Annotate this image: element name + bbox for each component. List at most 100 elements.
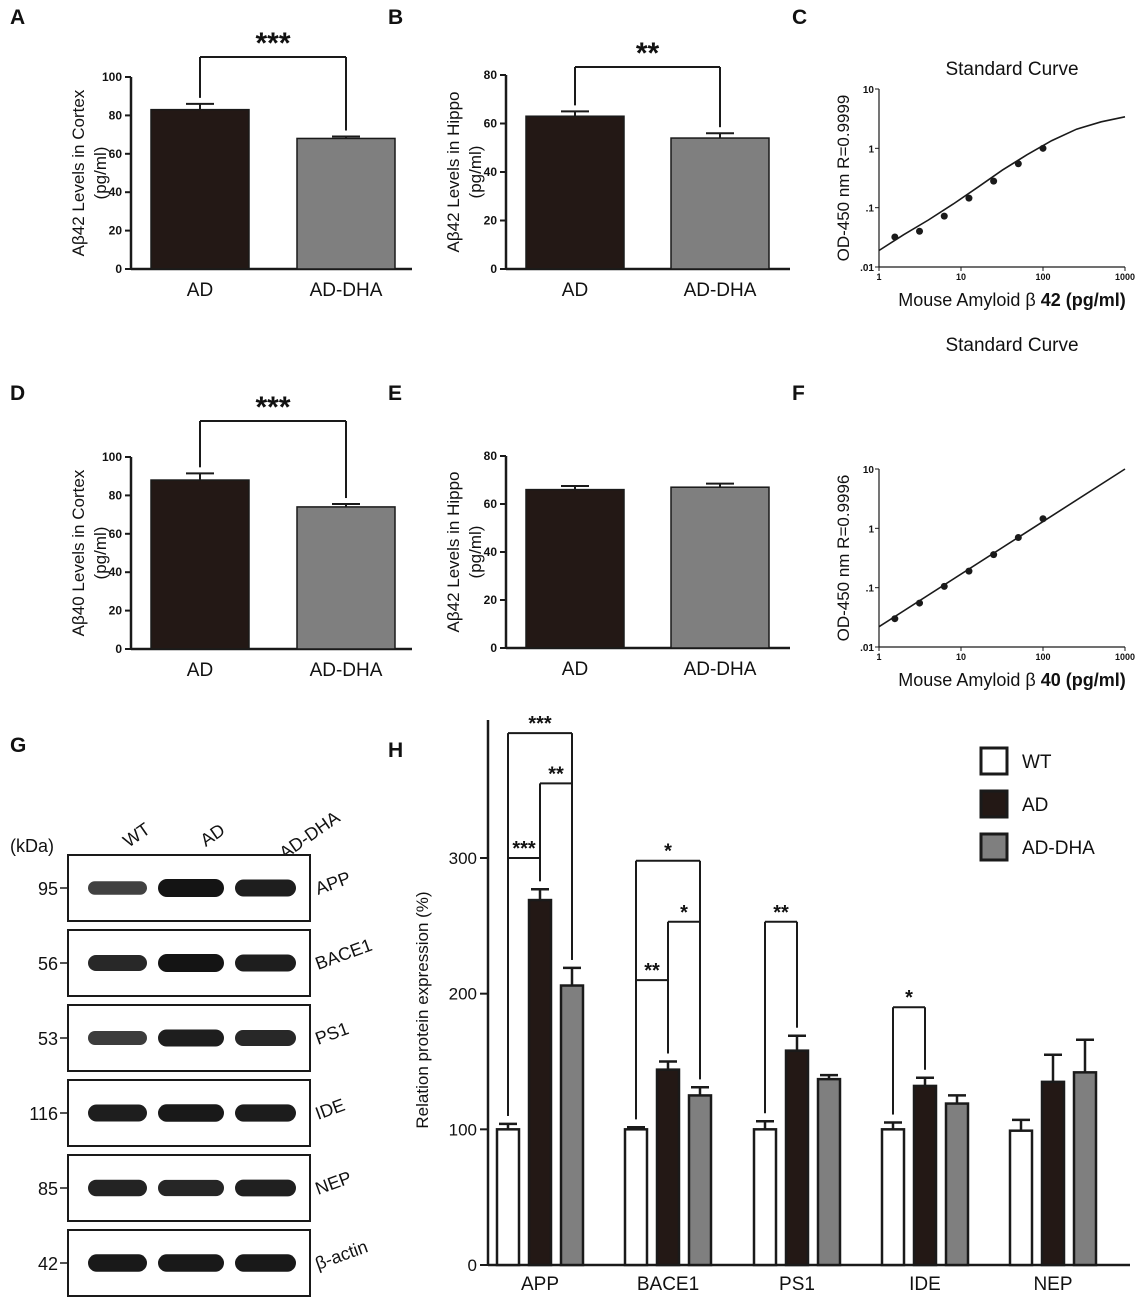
y-tick-label: 10 <box>863 465 875 476</box>
y-axis-label: Relation protein expression (%) <box>413 891 432 1128</box>
y-axis-label: OD-450 nm R=0.9996 <box>834 475 853 642</box>
bar-ad-dha-bace1 <box>687 1094 713 1267</box>
significance-label: ** <box>644 960 660 982</box>
significance-label: ** <box>773 902 789 924</box>
kda-value: 116 <box>29 1104 58 1124</box>
data-point <box>990 177 998 185</box>
blot-band <box>88 1031 147 1045</box>
bar-wt-app <box>495 1128 521 1267</box>
y-tick-label: 40 <box>484 165 498 179</box>
legend-label: AD <box>1022 795 1048 816</box>
legend-label: AD-DHA <box>1022 838 1095 859</box>
panel-h-chart: 0 100 200 300 Relation protein expression (%… <box>413 713 1130 1295</box>
y-tick-label: 0 <box>115 642 122 656</box>
panel-letter-a: A <box>10 6 25 29</box>
y-tick-label: 10 <box>863 85 875 96</box>
y-tick-label: 100 <box>449 1120 477 1139</box>
blot-band <box>88 1104 147 1122</box>
y-axis-label: Aβ42 Levels in Cortex <box>69 89 88 256</box>
x-axis-label: Mouse Amyloid β 40 (pg/ml) <box>898 670 1125 690</box>
bar-ad-ide <box>912 1084 938 1267</box>
blot-band <box>158 954 224 972</box>
y-tick-label: 1 <box>868 144 874 155</box>
y-tick-label: 100 <box>102 70 122 84</box>
x-axis-label: Mouse Amyloid β 42 (pg/ml) <box>898 290 1125 310</box>
blot-band <box>235 1254 296 1272</box>
y-axis-label: (pg/ml) <box>466 146 485 199</box>
y-tick-label: 40 <box>109 565 123 579</box>
significance-label: ** <box>636 37 660 70</box>
x-tick-label: 10 <box>956 652 966 662</box>
data-point <box>1039 515 1047 523</box>
panel-letter-e: E <box>388 382 402 405</box>
legend-swatch-ad <box>979 789 1009 819</box>
y-axis-label: Aβ42 Levels in Hippo <box>444 92 463 253</box>
y-tick-label: 1 <box>868 524 874 535</box>
kda-value: 42 <box>38 1254 58 1274</box>
blot-band <box>158 1104 224 1122</box>
bar-ad <box>150 108 250 270</box>
legend-swatch-wt <box>979 746 1009 776</box>
x-tick-label: 100 <box>1035 272 1050 282</box>
y-tick-label: .1 <box>866 204 875 215</box>
x-tick-label: AD-DHA <box>310 660 383 681</box>
y-tick-label: 20 <box>109 224 123 238</box>
y-tick-label: 40 <box>109 185 123 199</box>
y-tick-label: 60 <box>484 497 498 511</box>
data-point <box>1014 534 1022 542</box>
x-tick-label: AD-DHA <box>310 280 383 301</box>
bar-wt-ide <box>880 1128 906 1267</box>
x-tick-label: 1 <box>876 272 881 282</box>
lane-label: AD <box>197 820 229 851</box>
y-tick-label: 20 <box>109 604 123 618</box>
panel-d-chart: 0 20 40 60 80 100 AD AD-DHA Aβ40 Levels in Corte… <box>69 391 412 681</box>
fit-curve <box>878 468 1126 628</box>
x-tick-label: 1000 <box>1115 272 1135 282</box>
fit-curve <box>878 116 1126 252</box>
data-point <box>1039 144 1047 152</box>
y-axis-label: OD-450 nm R=0.9999 <box>834 95 853 262</box>
significance-label: *** <box>255 27 290 60</box>
y-tick-label: 20 <box>484 593 498 607</box>
bar-ad-dha <box>296 137 396 270</box>
bar-wt-bace1 <box>623 1128 649 1267</box>
blot-band <box>158 879 224 897</box>
y-tick-label: .01 <box>860 643 874 654</box>
y-axis-label: Aβ42 Levels in Hippo <box>444 472 463 633</box>
bar-ad-dha-ps1 <box>816 1077 842 1267</box>
significance-label: *** <box>528 713 552 735</box>
data-point <box>891 233 899 241</box>
kda-value: 95 <box>38 879 58 899</box>
panel-letter-h: H <box>388 739 403 762</box>
x-axis-label-prefix: Mouse Amyloid β <box>898 290 1040 310</box>
significance-label: * <box>664 841 672 863</box>
protein-label: β-actin <box>313 1236 371 1273</box>
y-tick-label: 0 <box>468 1256 477 1275</box>
x-tick-label: 10 <box>956 272 966 282</box>
blot-band <box>235 879 296 897</box>
panel-letter-b: B <box>388 6 403 29</box>
blot-band <box>88 881 147 895</box>
bar-ad-dha-app <box>559 984 585 1267</box>
y-tick-label: 0 <box>115 262 122 276</box>
protein-label: IDE <box>313 1095 348 1124</box>
x-tick-label: AD-DHA <box>684 280 757 301</box>
x-tick-label: AD <box>187 280 213 301</box>
significance-label: ** <box>548 763 564 785</box>
bar-ad <box>150 479 250 650</box>
y-tick-label: 80 <box>484 68 498 82</box>
blot-band <box>235 1030 296 1046</box>
protein-label: APP <box>313 868 354 899</box>
bar-wt-nep <box>1008 1129 1034 1267</box>
data-point <box>916 227 924 235</box>
bar-ad-dha <box>296 506 396 650</box>
bar-ad <box>525 488 625 649</box>
y-tick-label: 200 <box>449 985 477 1004</box>
chart-title: Standard Curve <box>945 59 1078 80</box>
data-point <box>965 194 973 202</box>
y-tick-label: .1 <box>866 584 875 595</box>
panel-letter-d: D <box>10 382 25 405</box>
blot-band <box>158 1179 224 1197</box>
panel-letter-g: G <box>10 734 26 757</box>
significance-label: *** <box>512 838 536 860</box>
